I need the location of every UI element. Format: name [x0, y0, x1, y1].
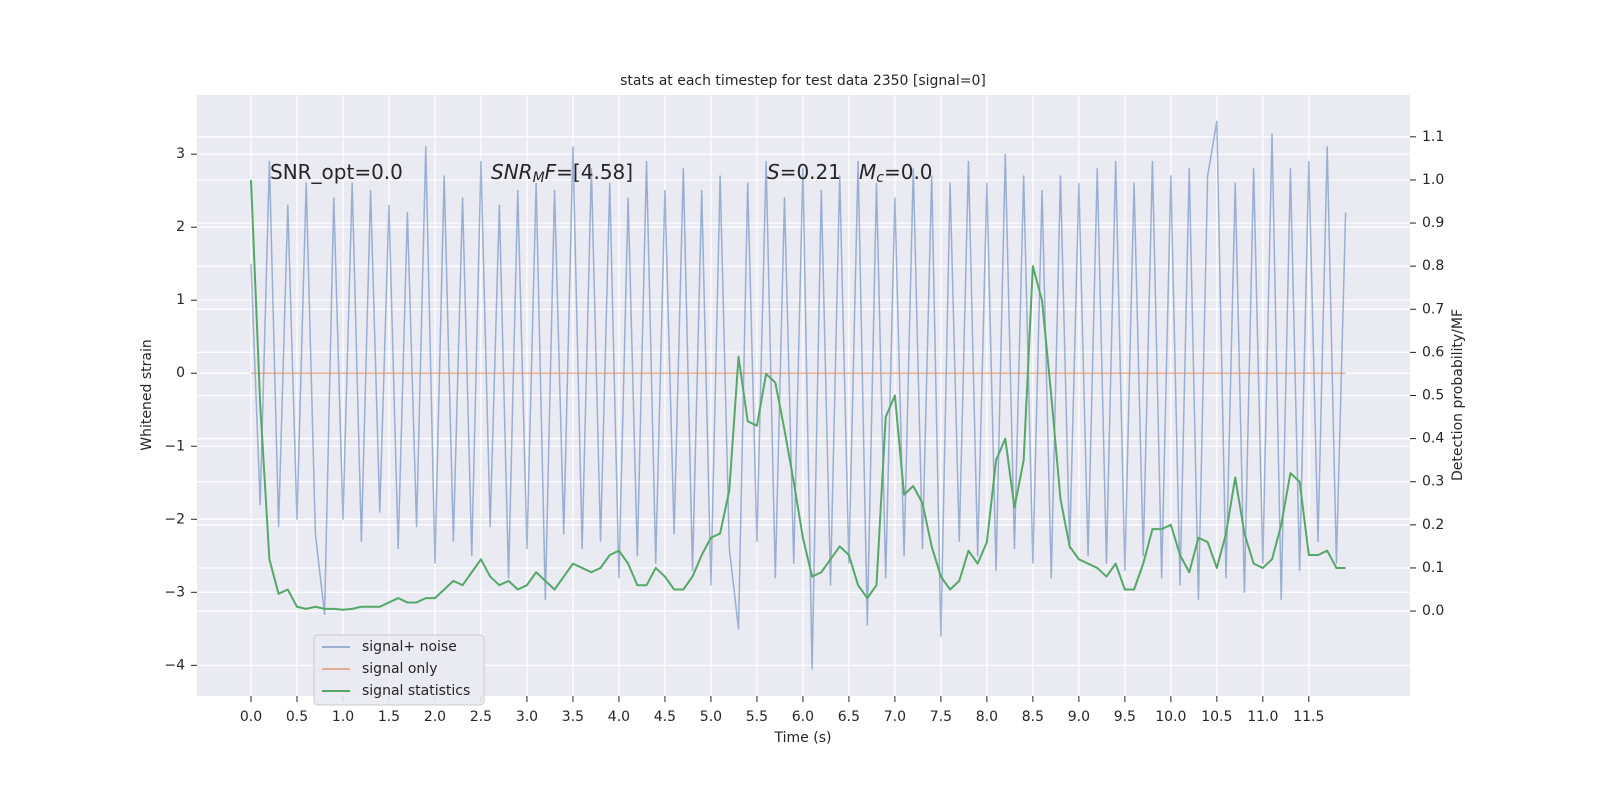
y-axis-label: Whitened strain — [139, 339, 155, 450]
y2-tick-label: 0.4 — [1422, 431, 1444, 447]
y-tick-label: −1 — [164, 438, 185, 454]
y-tick-label: 1 — [176, 292, 185, 308]
x-tick-label: 1.5 — [378, 709, 400, 725]
x-tick-label: 7.5 — [930, 709, 952, 725]
y-tick-label: −2 — [164, 511, 185, 527]
y2-tick-label: 0.1 — [1422, 560, 1444, 576]
annotation: SNR_opt=0.0 — [270, 160, 403, 184]
annotation-part: c — [876, 170, 884, 186]
x-tick-label: 8.5 — [1022, 709, 1044, 725]
annotation: SNRMF=[4.58] — [491, 160, 633, 187]
x-tick-label: 5.0 — [700, 709, 722, 725]
x-tick-label: 1.0 — [332, 709, 354, 725]
annotation-part: M — [859, 160, 876, 184]
annotation-part: S — [767, 160, 780, 184]
x-tick-label: 2.0 — [424, 709, 446, 725]
legend-label: signal+ noise — [362, 639, 457, 655]
x-tick-label: 0.0 — [240, 709, 262, 725]
y2-tick-label: 1.1 — [1422, 129, 1444, 145]
series-line — [249, 179, 1346, 611]
annotation-part: =0.21 — [780, 160, 841, 184]
y-tick-label: 2 — [176, 219, 185, 235]
y2-axis-label: Detection probability/MF — [1450, 309, 1466, 481]
x-tick-label: 4.0 — [608, 709, 630, 725]
annotation-part: SNR — [491, 160, 533, 184]
y2-tick-label: 0.7 — [1422, 301, 1444, 317]
y2-tick-label: 0.9 — [1422, 215, 1444, 231]
y-tick-label: −4 — [164, 657, 185, 673]
y2-tick-label: 0.2 — [1422, 517, 1444, 533]
x-tick-label: 10.0 — [1155, 709, 1186, 725]
x-tick-label: 10.5 — [1201, 709, 1232, 725]
y-tick-label: 0 — [176, 365, 185, 381]
y-tick-label: 3 — [176, 146, 185, 162]
x-tick-label: 3.0 — [516, 709, 538, 725]
annotation-part: =0.0 — [884, 160, 933, 184]
legend-box — [313, 634, 485, 706]
annotation-part: =[4.58] — [556, 160, 633, 184]
x-tick-label: 3.5 — [562, 709, 584, 725]
x-tick-label: 8.0 — [976, 709, 998, 725]
annotation-part: F — [545, 160, 557, 184]
annotation-part: M — [533, 170, 545, 186]
x-tick-label: 11.5 — [1293, 709, 1324, 725]
series-line — [250, 120, 1347, 670]
y2-tick-label: 0.5 — [1422, 388, 1444, 404]
x-axis-label: Time (s) — [774, 730, 832, 746]
x-tick-label: 4.5 — [654, 709, 676, 725]
y2-tick-label: 0.8 — [1422, 258, 1444, 274]
x-tick-label: 5.5 — [746, 709, 768, 725]
y2-tick-label: 0.6 — [1422, 344, 1444, 360]
y-tick-label: −3 — [164, 584, 185, 600]
x-tick-label: 2.5 — [470, 709, 492, 725]
chart-title: stats at each timestep for test data 235… — [620, 73, 986, 89]
x-tick-label: 9.0 — [1068, 709, 1090, 725]
legend-label: signal statistics — [362, 683, 470, 699]
x-tick-label: 0.5 — [286, 709, 308, 725]
x-tick-label: 6.0 — [792, 709, 814, 725]
annotation-part: SNR_opt=0.0 — [270, 160, 403, 184]
x-tick-label: 11.0 — [1247, 709, 1278, 725]
annotation: Mc=0.0 — [859, 160, 933, 187]
x-tick-label: 6.5 — [838, 709, 860, 725]
x-tick-label: 9.5 — [1114, 709, 1136, 725]
annotation: S=0.21 — [767, 160, 841, 184]
y2-tick-label: 0.3 — [1422, 474, 1444, 490]
y2-tick-label: 1.0 — [1422, 172, 1444, 188]
legend-label: signal only — [362, 661, 437, 677]
y2-tick-label: 0.0 — [1422, 603, 1444, 619]
x-tick-label: 7.0 — [884, 709, 906, 725]
